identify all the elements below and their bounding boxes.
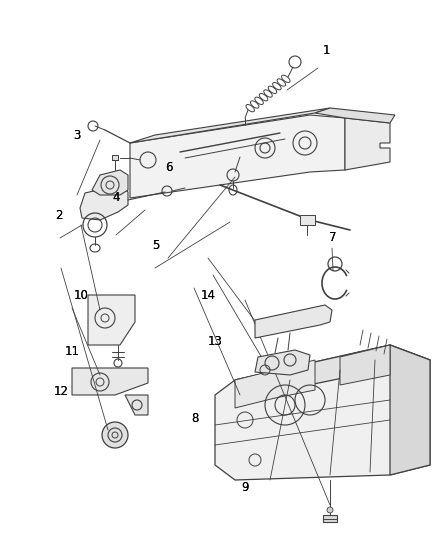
Polygon shape xyxy=(215,345,430,480)
Polygon shape xyxy=(125,395,148,415)
Polygon shape xyxy=(323,515,337,522)
Text: 6: 6 xyxy=(165,161,173,174)
Circle shape xyxy=(327,507,333,513)
Text: 5: 5 xyxy=(152,239,159,252)
Polygon shape xyxy=(255,305,332,338)
Text: 11: 11 xyxy=(65,345,80,358)
Polygon shape xyxy=(235,360,315,408)
Text: 6: 6 xyxy=(165,161,173,174)
Text: 13: 13 xyxy=(207,335,222,348)
Polygon shape xyxy=(340,345,390,385)
Text: 3: 3 xyxy=(73,130,80,142)
Text: 4: 4 xyxy=(112,191,120,204)
Text: 3: 3 xyxy=(73,130,80,142)
Text: 8: 8 xyxy=(191,412,198,425)
Text: 14: 14 xyxy=(201,289,215,302)
Text: 5: 5 xyxy=(152,239,159,252)
Text: 2: 2 xyxy=(55,209,63,222)
Text: 12: 12 xyxy=(54,385,69,398)
Polygon shape xyxy=(315,108,395,123)
Polygon shape xyxy=(300,215,315,225)
Polygon shape xyxy=(88,295,135,345)
Polygon shape xyxy=(345,118,390,170)
Circle shape xyxy=(102,422,128,448)
Text: 12: 12 xyxy=(54,385,69,398)
Polygon shape xyxy=(130,115,345,198)
Text: 9: 9 xyxy=(241,481,249,494)
Text: 14: 14 xyxy=(201,289,215,302)
Polygon shape xyxy=(80,185,128,220)
Polygon shape xyxy=(92,170,128,195)
Text: 1: 1 xyxy=(322,44,330,57)
Text: 13: 13 xyxy=(207,335,222,348)
Bar xyxy=(112,155,118,160)
Text: 7: 7 xyxy=(329,231,337,244)
Polygon shape xyxy=(390,345,430,475)
Text: 8: 8 xyxy=(191,412,198,425)
Text: 7: 7 xyxy=(329,231,337,244)
Text: 4: 4 xyxy=(112,191,120,204)
Text: 2: 2 xyxy=(55,209,63,222)
Polygon shape xyxy=(72,368,148,395)
Text: 10: 10 xyxy=(74,289,88,302)
Text: 10: 10 xyxy=(74,289,88,302)
Polygon shape xyxy=(130,108,330,143)
Text: 11: 11 xyxy=(65,345,80,358)
Polygon shape xyxy=(255,350,310,375)
Polygon shape xyxy=(235,345,430,392)
Text: 9: 9 xyxy=(241,481,249,494)
Text: 1: 1 xyxy=(322,44,330,57)
